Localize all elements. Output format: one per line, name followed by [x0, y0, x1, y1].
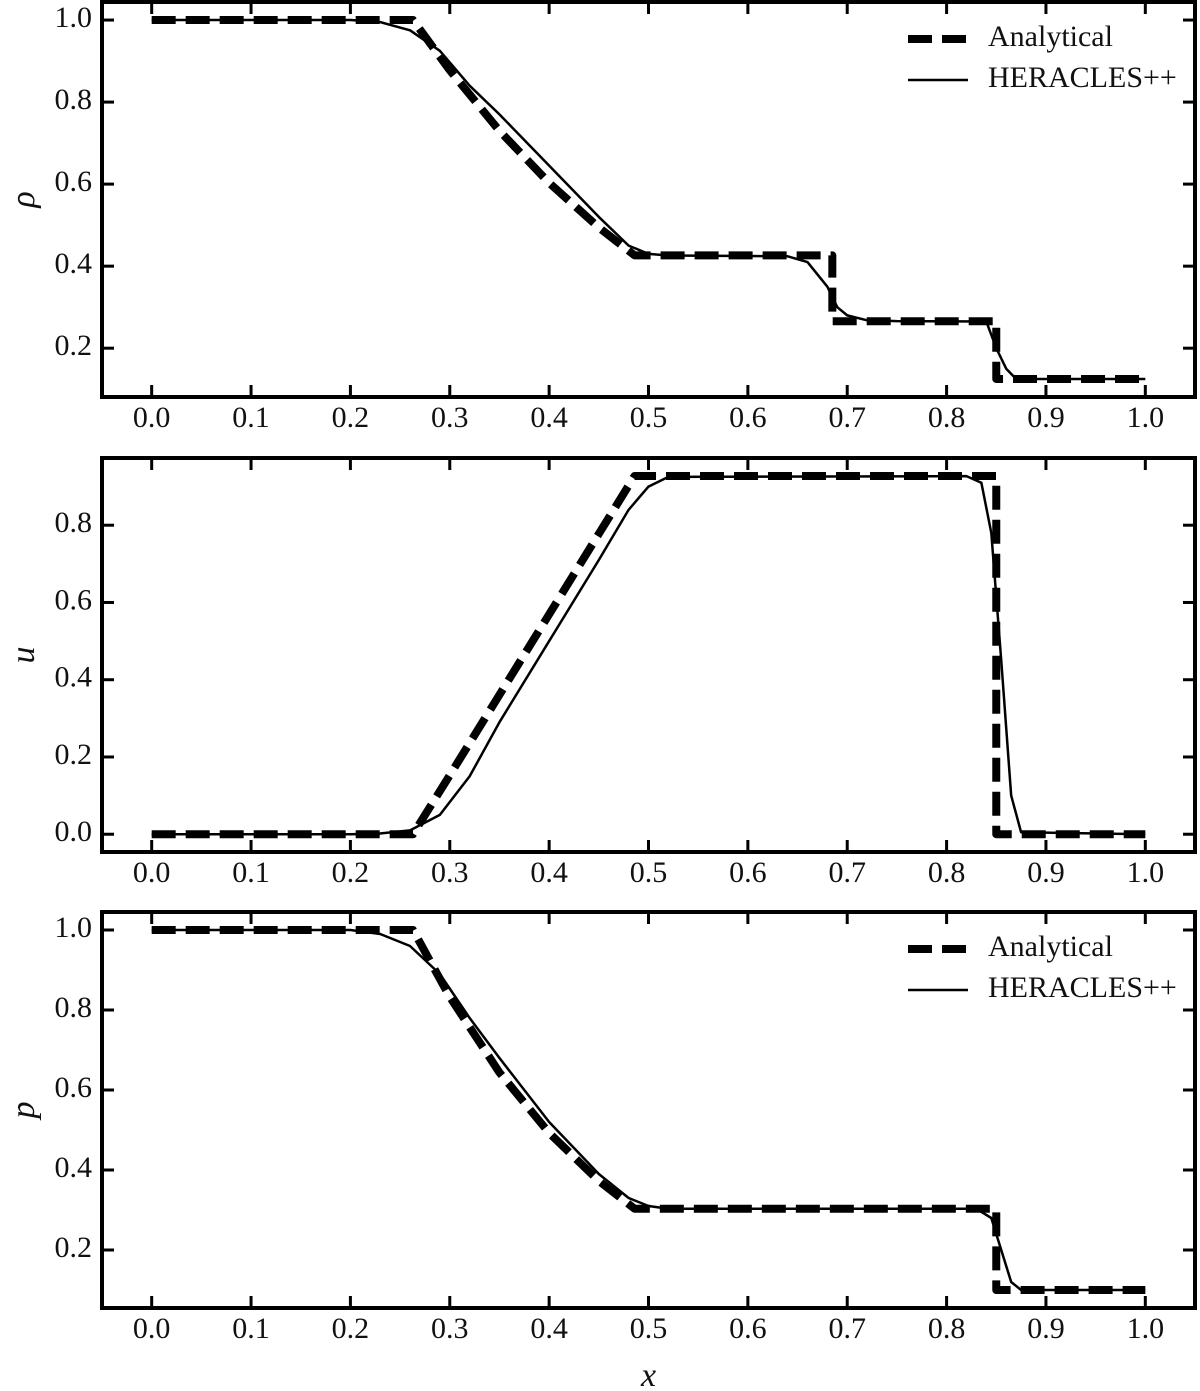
x-tick-label: 0.3 [431, 1312, 469, 1345]
series-line [151, 18, 1146, 381]
legend-label: HERACLES++ [988, 971, 1177, 1004]
x-tick-label: 0.9 [1027, 856, 1065, 889]
x-tick-label: 0.6 [729, 401, 767, 434]
axes-frame [100, 910, 1197, 1310]
x-tick-label: 0.7 [828, 401, 866, 434]
y-tick-label: 1.0 [55, 1, 93, 34]
x-tick-label: 0.9 [1027, 401, 1065, 434]
y-tick-label: 0.8 [55, 991, 93, 1024]
y-axis-label: ρ [5, 191, 42, 208]
x-tick-label: 0.4 [530, 401, 568, 434]
y-axis-label: p [5, 1102, 42, 1121]
x-tick-label: 0.0 [133, 401, 171, 434]
x-tick-label: 1.0 [1127, 856, 1165, 889]
x-tick-label: 0.2 [332, 401, 370, 434]
y-tick-label: 0.6 [55, 165, 93, 198]
x-tick-label: 0.8 [928, 1312, 966, 1345]
series-line [151, 926, 1146, 1294]
x-tick-label: 0.5 [630, 1312, 668, 1345]
x-tick-label: 1.0 [1127, 401, 1165, 434]
legend-label: HERACLES++ [988, 61, 1177, 94]
x-tick-label: 0.1 [232, 401, 270, 434]
series-line [151, 474, 1146, 836]
y-tick-label: 0.0 [55, 815, 93, 848]
legend: Analytical HERACLES++ [908, 20, 1177, 94]
y-tick-label: 0.4 [55, 1151, 93, 1184]
axes-frame [100, 0, 1197, 399]
x-tick-label: 0.0 [133, 856, 171, 889]
y-tick-label: 0.6 [55, 1071, 93, 1104]
panel: 0.0 0.1 0.2 0.3 0.4 0.5 0.6 0.7 0.8 0.9 1.0 0.2 0.4 0… [5, 910, 1197, 1391]
y-tick-label: 0.4 [55, 247, 93, 280]
series-line [151, 471, 1146, 839]
legend-label: Analytical [988, 930, 1113, 963]
x-tick-label: 0.2 [332, 856, 370, 889]
x-tick-label: 0.1 [232, 856, 270, 889]
y-tick-label: 0.6 [55, 583, 93, 616]
x-tick-label: 0.3 [431, 401, 469, 434]
x-tick-label: 0.9 [1027, 1312, 1065, 1345]
x-tick-label: 0.7 [828, 1312, 866, 1345]
x-tick-label: 0.4 [530, 856, 568, 889]
x-tick-label: 0.6 [729, 856, 767, 889]
series-line [151, 16, 1146, 383]
x-tick-label: 0.5 [630, 401, 668, 434]
y-axis-label: u [5, 647, 42, 664]
y-tick-label: 1.0 [55, 911, 93, 944]
x-tick-label: 0.2 [332, 1312, 370, 1345]
x-tick-label: 0.8 [928, 401, 966, 434]
x-tick-label: 0.3 [431, 856, 469, 889]
x-tick-label: 1.0 [1127, 1312, 1165, 1345]
axes-frame [100, 456, 1197, 854]
x-tick-label: 0.8 [928, 856, 966, 889]
y-tick-label: 0.4 [55, 661, 93, 694]
series-line [151, 928, 1146, 1292]
y-tick-label: 0.8 [55, 506, 93, 539]
x-tick-label: 0.4 [530, 1312, 568, 1345]
y-tick-label: 0.8 [55, 83, 93, 116]
x-tick-label: 0.6 [729, 1312, 767, 1345]
x-axis-label: x [640, 1357, 656, 1391]
panel: 0.0 0.1 0.2 0.3 0.4 0.5 0.6 0.7 0.8 0.9 1.0 0.2 0.4 0… [5, 0, 1197, 434]
y-tick-label: 0.2 [55, 738, 93, 771]
y-tick-label: 0.2 [55, 1231, 93, 1264]
x-tick-label: 0.5 [630, 856, 668, 889]
x-tick-label: 0.0 [133, 1312, 171, 1345]
legend-label: Analytical [988, 20, 1113, 53]
legend: Analytical HERACLES++ [908, 930, 1177, 1004]
panel: 0.0 0.1 0.2 0.3 0.4 0.5 0.6 0.7 0.8 0.9 1.0 0.0 0.2 0… [5, 456, 1197, 889]
x-tick-label: 0.1 [232, 1312, 270, 1345]
x-tick-label: 0.7 [828, 856, 866, 889]
y-tick-label: 0.2 [55, 329, 93, 362]
